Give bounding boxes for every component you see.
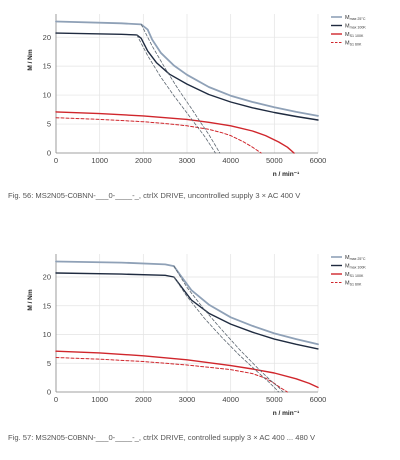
y-tick-label: 20 [43, 273, 51, 282]
series-line-s1-100k [55, 111, 295, 154]
legend-subscript: max 100K [350, 26, 367, 30]
limit-curve-line [136, 34, 216, 154]
y-tick-label: 10 [43, 330, 51, 339]
legend-entry: Mmax 100K [345, 264, 366, 270]
x-tick-label: 6000 [310, 156, 327, 165]
x-tick-label: 6000 [310, 395, 327, 404]
series-line-s1-60k [55, 117, 262, 154]
series-line-max-25-c [55, 20, 319, 117]
x-tick-label: 1000 [91, 395, 108, 404]
x-tick-label: 3000 [179, 395, 196, 404]
x-axis-label: n / min⁻¹ [273, 171, 300, 178]
x-tick-label: 0 [54, 395, 58, 404]
series-line-max-25-c [55, 260, 319, 346]
legend-subscript: max 25°C [350, 257, 366, 261]
legend-entry: Mmax 100K [345, 24, 366, 30]
x-tick-label: 2000 [135, 156, 152, 165]
legend-entry: MS1 100K [345, 32, 364, 38]
legend-entry: MS1 60K [345, 41, 362, 47]
x-tick-label: 1000 [91, 156, 108, 165]
chart-2: 0 1000 2000 3000 4000 5000 6000 0 5 10 15 20 n / min… [27, 254, 366, 417]
y-axis-label: M / Nm [27, 289, 34, 311]
limit-curve-line [173, 265, 284, 393]
y-tick-label: 15 [43, 301, 51, 310]
legend-entry: MS1 60K [345, 281, 362, 287]
legend-subscript: max 100K [350, 266, 367, 270]
legend-entry: Mmax 25°C [345, 255, 366, 261]
x-tick-label: 5000 [266, 395, 283, 404]
series-line-s1-100k [55, 350, 319, 389]
legend-subscript: S1 60K [350, 283, 362, 287]
x-tick-label: 0 [54, 156, 58, 165]
y-tick-label: 10 [43, 91, 51, 100]
chart-1: 0 1000 2000 3000 4000 5000 6000 0 5 10 15 20 n / min… [27, 14, 366, 178]
y-tick-label: 5 [47, 359, 51, 368]
x-tick-label: 4000 [222, 395, 239, 404]
legend-subscript: S1 100K [350, 274, 364, 278]
x-tick-label: 3000 [179, 156, 196, 165]
figure-caption-57: Fig. 57: MS2N05-C0BNN-___0-____-_, ctrlX… [8, 433, 316, 442]
y-tick-label: 0 [47, 388, 51, 397]
legend-subscript: S1 60K [350, 43, 362, 47]
series-line-s1-60k [55, 357, 288, 393]
y-tick-label: 15 [43, 62, 51, 71]
x-tick-label: 5000 [266, 156, 283, 165]
limit-curve-line [140, 23, 221, 154]
series-line-max-100k [55, 272, 319, 350]
figure-caption-56: Fig. 56: MS2N05-C0BNN-___0-____-_, ctrlX… [8, 191, 301, 200]
y-tick-label: 20 [43, 33, 51, 42]
x-tick-label: 4000 [222, 156, 239, 165]
legend-entry: Mmax 25°C [345, 15, 366, 21]
y-tick-label: 5 [47, 120, 51, 129]
y-axis-label: M / Nm [27, 49, 34, 71]
y-tick-label: 0 [47, 149, 51, 158]
limit-curve-line [173, 276, 280, 393]
x-tick-label: 2000 [135, 395, 152, 404]
legend-subscript: S1 100K [350, 34, 364, 38]
x-axis-label: n / min⁻¹ [273, 410, 300, 417]
legend-entry: MS1 100K [345, 272, 364, 278]
legend-subscript: max 25°C [350, 17, 366, 21]
